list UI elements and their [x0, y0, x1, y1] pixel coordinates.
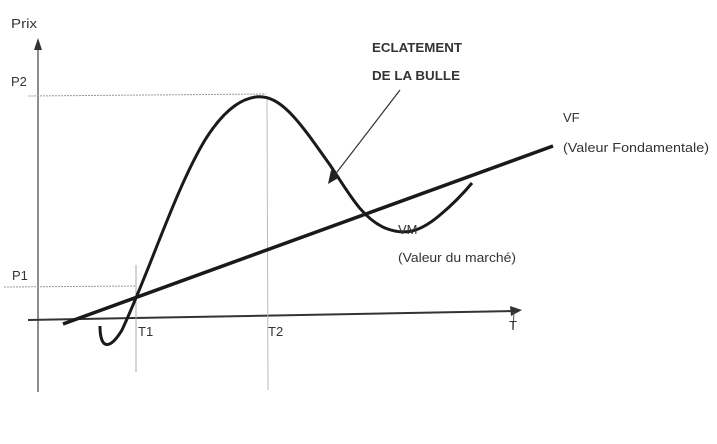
vm-abbr: VM — [398, 222, 418, 237]
t2-label: T2 — [268, 324, 283, 339]
p2-label: P2 — [11, 74, 27, 89]
p1-label: P1 — [12, 268, 28, 283]
annotation-arrow-head — [328, 170, 340, 184]
y-axis-arrow — [34, 38, 42, 50]
t2-guide — [266, 95, 269, 391]
y-axis-label: Prix — [11, 16, 38, 31]
p2-guide — [27, 93, 267, 97]
fundamental-value-line — [62, 144, 554, 326]
vm-label: (Valeur du marché) — [398, 250, 516, 265]
x-axis-arrow — [510, 306, 522, 316]
annotation-arrow-line — [333, 89, 401, 177]
vf-label: (Valeur Fondamentale) — [563, 140, 709, 155]
x-axis — [27, 310, 517, 321]
vf-abbr: VF — [563, 110, 580, 125]
x-axis-end-tick — [512, 311, 515, 331]
annotation-line-2: DE LA BULLE — [372, 69, 460, 83]
market-value-curve — [98, 95, 474, 346]
t1-label: T1 — [138, 324, 153, 339]
annotation-line-1: ECLATEMENT — [372, 41, 462, 55]
p1-guide — [3, 285, 137, 288]
x-axis-label: T — [509, 318, 517, 333]
